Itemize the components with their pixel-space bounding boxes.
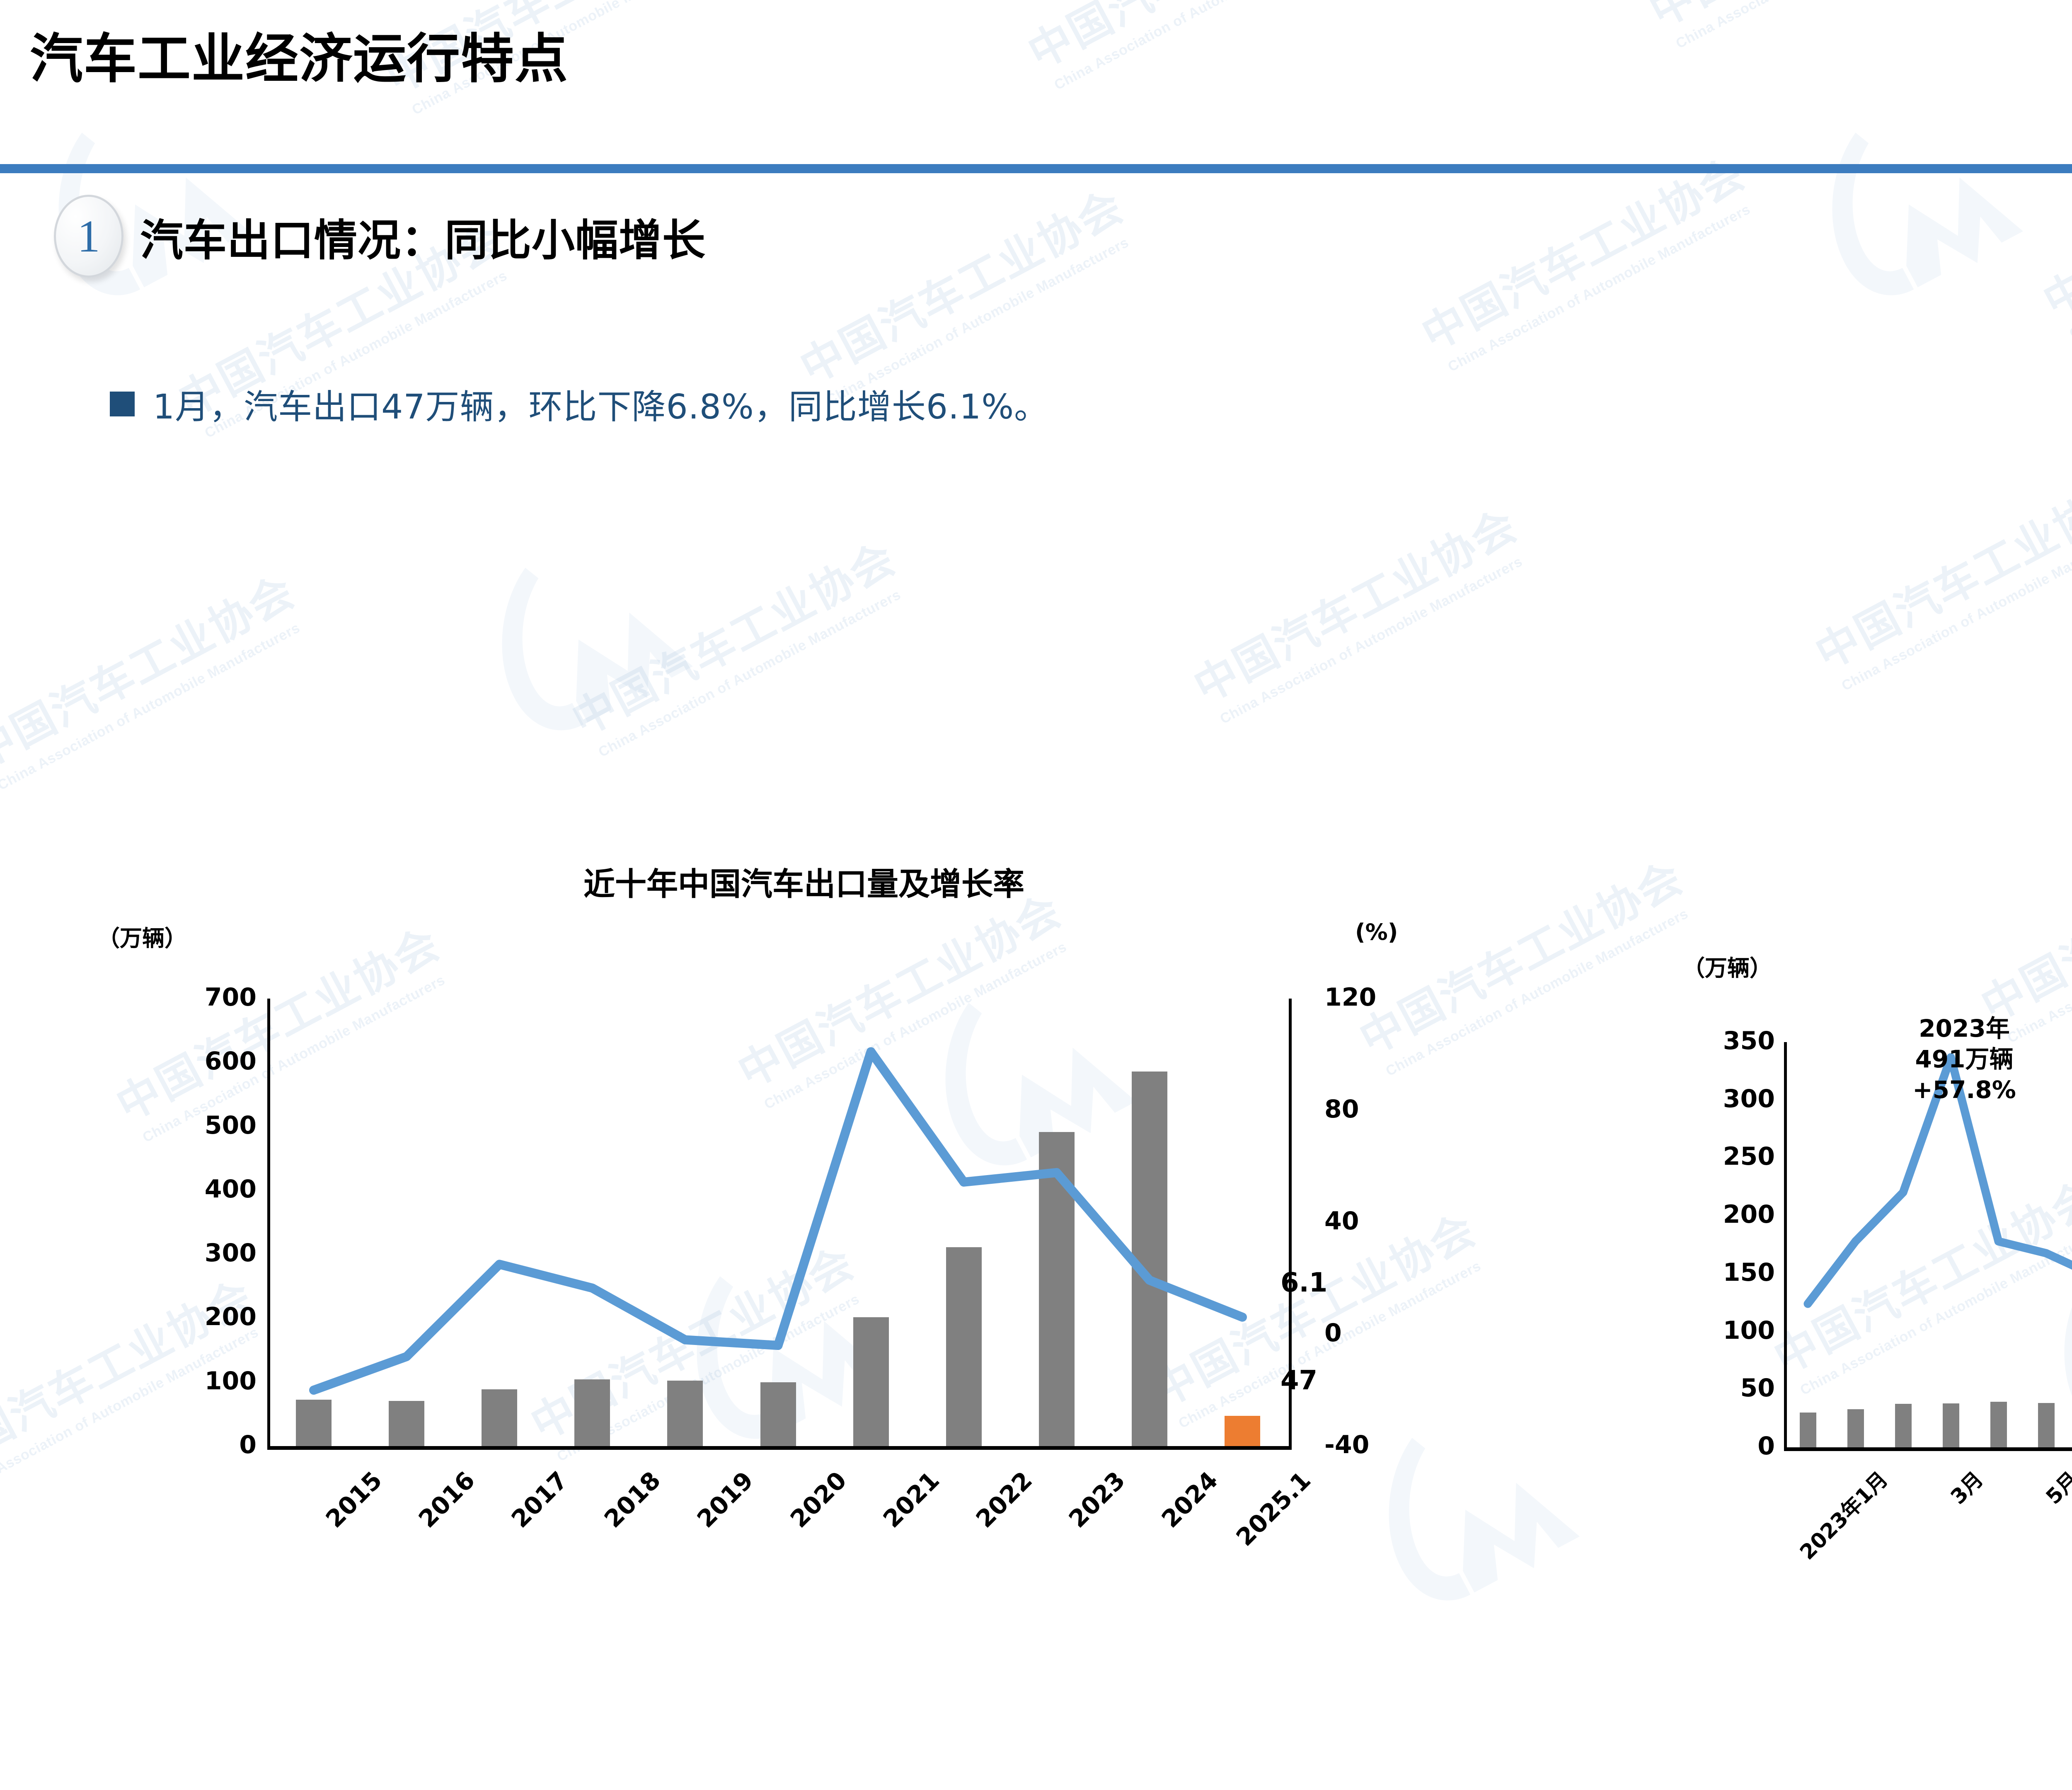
y2-axis-line	[1289, 999, 1292, 1450]
y-axis-tick-label: 700	[204, 983, 257, 1012]
chart-title: 近十年中国汽车出口量及增长率	[583, 866, 1024, 902]
bar	[1942, 1403, 1959, 1447]
page-title: 汽车工业经济运行特点	[30, 28, 569, 90]
y2-axis-unit-label: (%)	[1355, 919, 1398, 945]
annotation-line: +57.8%	[1912, 1076, 2016, 1104]
x-axis-line	[267, 1446, 1289, 1450]
watermark-logo-icon	[502, 568, 693, 731]
bullet-marker-icon	[110, 391, 135, 416]
annotation-line: 491万辆	[1915, 1045, 2014, 1074]
header-rule-blue	[0, 164, 2072, 173]
bar	[389, 1401, 425, 1446]
y-axis-tick-label: 200	[204, 1302, 257, 1332]
y-axis-tick-label: 500	[204, 1110, 257, 1140]
bar	[1799, 1413, 1816, 1447]
y-axis-tick-label: 300	[204, 1238, 257, 1268]
y-axis-tick-label: 200	[1723, 1200, 1775, 1229]
bar	[1847, 1409, 1864, 1447]
section-heading: 1 汽车出口情况：同比小幅增长	[54, 195, 706, 278]
slide-header: 汽车工业经济运行特点 中国汽车工业协会 China Association of…	[0, 0, 2072, 173]
data-label-growth: 6.1	[1280, 1267, 1328, 1298]
bar	[1990, 1402, 2007, 1447]
year-summary-annotation: 2023年 491万辆 +57.8%	[1807, 1013, 2072, 1105]
bullet-point: 1月，汽车出口47万辆，环比下降6.8%，同比增长6.1%。	[110, 379, 1048, 428]
bar	[946, 1247, 982, 1446]
bar	[482, 1389, 518, 1446]
x-axis-line	[1784, 1447, 2072, 1451]
y-axis-tick-label: 100	[204, 1366, 257, 1396]
annotation-line: 2023年	[1919, 1014, 2010, 1043]
y-axis-tick-label: 50	[1740, 1374, 1775, 1403]
data-label-volume: 47	[1280, 1365, 1318, 1396]
y2-axis-tick-label: -40	[1324, 1430, 1370, 1459]
y-axis-line	[267, 999, 270, 1446]
bar	[1131, 1072, 1167, 1446]
y-axis-tick-label: 400	[204, 1174, 257, 1204]
y-axis-line	[1784, 1042, 1787, 1447]
y-axis-unit-label: （万辆）	[97, 925, 187, 951]
bar	[1895, 1404, 1912, 1447]
bar	[760, 1382, 796, 1446]
bar	[667, 1381, 703, 1446]
y-axis-unit-label: （万辆）	[1682, 955, 1772, 981]
bar	[853, 1317, 889, 1446]
y-axis-tick-label: 600	[204, 1047, 257, 1076]
chart-monthly-export: 汽车-月度出口量及增长率（万辆）(%)050100150200250300350…	[1629, 854, 2072, 1765]
y2-axis-tick-label: 0	[1324, 1318, 1342, 1347]
bar	[2038, 1403, 2055, 1447]
section-number-badge: 1	[54, 195, 123, 278]
y-axis-tick-label: 0	[1757, 1432, 1775, 1461]
y-axis-tick-label: 350	[1723, 1026, 1775, 1055]
y-axis-tick-label: 150	[1723, 1258, 1775, 1287]
y2-axis-tick-label: 120	[1324, 983, 1377, 1012]
y-axis-tick-label: 300	[1723, 1084, 1775, 1113]
growth-rate-line	[309, 1047, 1247, 1395]
bar	[574, 1379, 610, 1446]
chart-annual-export: 近十年中国汽车出口量及增长率 （万辆） (%) 0 100 200 300 400 500 600…	[75, 854, 1533, 1765]
bar	[1224, 1416, 1260, 1446]
section-number: 1	[77, 210, 100, 261]
y-axis-tick-label: 100	[1723, 1316, 1775, 1345]
bar	[296, 1399, 332, 1446]
y2-axis-tick-label: 80	[1324, 1095, 1359, 1124]
growth-rate-line	[1803, 1053, 2072, 1308]
bullet-text: 1月，汽车出口47万辆，环比下降6.8%，同比增长6.1%。	[153, 387, 1049, 427]
section-title: 汽车出口情况：同比小幅增长	[140, 215, 706, 266]
y-axis-tick-label: 0	[239, 1430, 257, 1459]
y2-axis-tick-label: 40	[1324, 1207, 1359, 1236]
y-axis-tick-label: 250	[1723, 1142, 1775, 1171]
